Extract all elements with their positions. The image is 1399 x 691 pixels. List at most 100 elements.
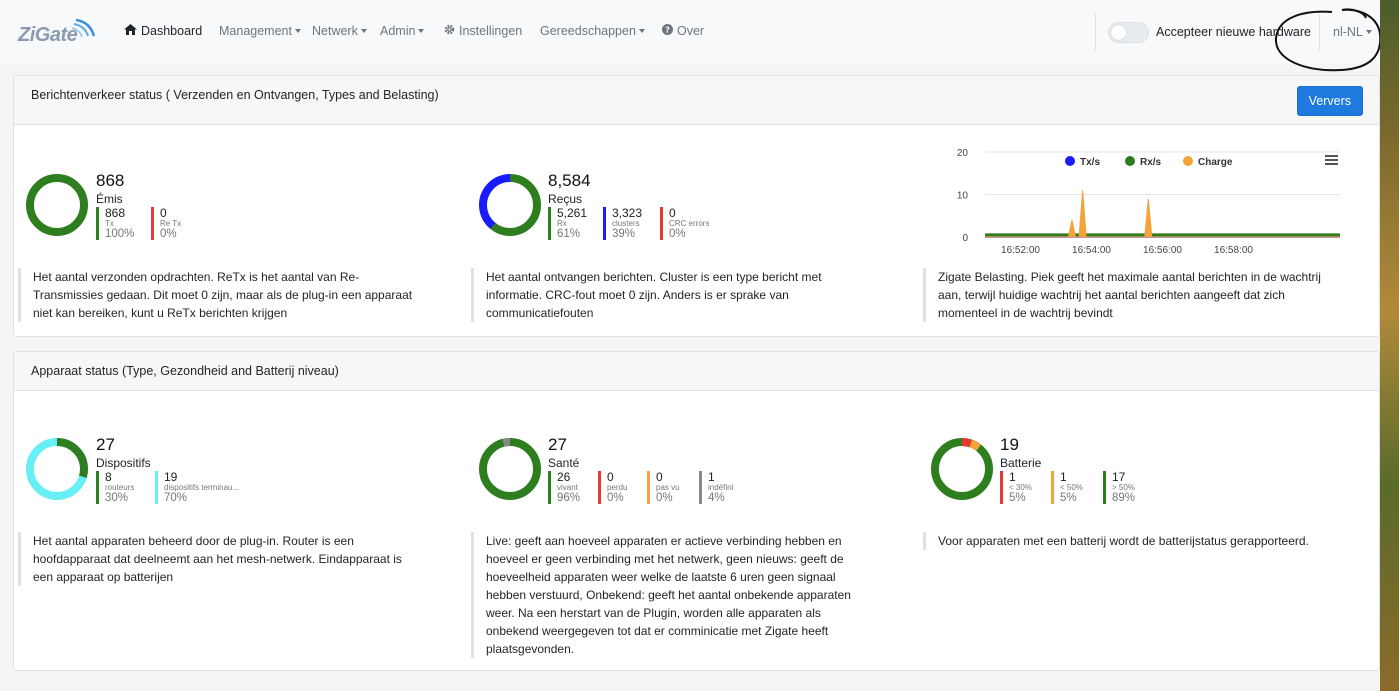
- recus-clusters-stat: 3,323 clusters 39%: [603, 207, 642, 240]
- chart-grid: [985, 151, 1340, 238]
- recus-donut-clusters-segment: [478, 174, 541, 236]
- batterie-donut: [931, 438, 993, 500]
- sante-alive-stat: 26 vivant 96%: [548, 471, 580, 504]
- legend-label: Charge: [1198, 157, 1233, 168]
- legend-label: Tx/s: [1080, 157, 1100, 168]
- toggle-knob: [1111, 25, 1126, 40]
- nav-instellingen[interactable]: Instellingen: [444, 24, 522, 38]
- chart-y-ticks: 20 10 0: [957, 148, 969, 244]
- lost-value: 0: [607, 470, 614, 484]
- recus-rx-label: Rx: [557, 219, 567, 228]
- load-description: Zigate Belasting. Piek geeft het maximal…: [923, 268, 1323, 322]
- nav-gereedschappen[interactable]: Gereedschappen: [540, 24, 645, 38]
- emis-retx-stat: 0 Re Tx 0%: [151, 207, 181, 240]
- traffic-card-title: Berichtenverkeer status ( Verzenden en O…: [31, 88, 439, 102]
- hand-drawn-circle-annotation: [1274, 8, 1382, 72]
- sante-total: 27: [548, 435, 567, 454]
- end-devices-pct: 70%: [164, 492, 188, 504]
- chart-menu-icon[interactable]: [1325, 155, 1338, 165]
- dispositifs-donut-router-segment: [26, 438, 88, 500]
- chart-x-tick-label: 16:52:00: [1001, 245, 1040, 256]
- not-seen-label: pas vu: [656, 483, 680, 492]
- emis-donut: [26, 174, 88, 236]
- nav-admin[interactable]: Admin: [380, 24, 424, 38]
- dispositifs-title: Dispositifs: [96, 456, 151, 470]
- sante-not-seen-stat: 0 pas vu 0%: [647, 471, 680, 504]
- nav-divider: [1095, 14, 1096, 50]
- emis-description: Het aantal verzonden opdrachten. ReTx is…: [18, 268, 428, 322]
- refresh-button[interactable]: Ververs: [1296, 86, 1363, 116]
- nav-dashboard-label: Dashboard: [141, 24, 203, 38]
- nav-dashboard[interactable]: Dashboard: [124, 24, 202, 38]
- battery-high-label: > 50%: [1112, 483, 1135, 492]
- batterie-donut-mid-segment: [931, 438, 993, 500]
- battery-low-stat: 1 < 30% 5%: [1000, 471, 1032, 504]
- battery-high-pct: 89%: [1112, 492, 1136, 504]
- home-icon: [124, 24, 137, 38]
- batterie-description: Voor apparaten met een batterij wordt de…: [923, 532, 1343, 550]
- language-label: nl-NL: [1333, 25, 1363, 39]
- chart-y-tick-label: 10: [957, 191, 969, 202]
- battery-mid-label: < 50%: [1060, 483, 1083, 492]
- alive-value: 26: [557, 470, 571, 484]
- chart-legend-item[interactable]: Tx/s: [1065, 156, 1100, 168]
- undefined-value: 1: [708, 470, 715, 484]
- sante-description: Live: geeft aan hoeveel apparaten er act…: [471, 532, 871, 658]
- batterie-donut-high-segment: [931, 438, 993, 500]
- emis-retx-label: Re Tx: [160, 219, 182, 228]
- dispositifs-routers-stat: 8 routeurs 30%: [96, 471, 134, 504]
- nav-netwerk[interactable]: Netwerk: [312, 24, 367, 38]
- recus-rx-value: 5,261: [557, 206, 588, 220]
- not-seen-value: 0: [656, 470, 663, 484]
- end-devices-label: dispositifs terminau...: [164, 483, 240, 492]
- nav-management[interactable]: Management: [219, 24, 301, 38]
- recus-total: 8,584: [548, 171, 591, 190]
- legend-marker: [1125, 156, 1135, 166]
- zigate-logo[interactable]: ZiGate: [18, 14, 100, 48]
- batterie-total: 19: [1000, 435, 1019, 454]
- nav-management-label: Management: [219, 24, 292, 38]
- recus-clusters-value: 3,323: [612, 206, 643, 220]
- sante-donut: [479, 438, 541, 500]
- battery-low-label: < 30%: [1009, 483, 1032, 492]
- chart-x-tick-label: 16:56:00: [1143, 245, 1182, 256]
- nav-gereedschappen-label: Gereedschappen: [540, 24, 636, 38]
- device-status-card: Apparaat status (Type, Gezondheid and Ba…: [13, 351, 1380, 671]
- recus-clusters-label: clusters: [612, 219, 640, 228]
- sante-undefined-stat: 1 indéfini 4%: [699, 471, 733, 504]
- chart-series-charge: [985, 190, 1340, 238]
- accept-hardware-toggle[interactable]: [1108, 22, 1149, 43]
- recus-crc-stat: 0 CRC errors 0%: [660, 207, 709, 240]
- routers-pct: 30%: [105, 492, 129, 504]
- recus-donut: [478, 174, 541, 236]
- battery-mid-pct: 5%: [1060, 492, 1077, 504]
- end-devices-value: 19: [164, 470, 178, 484]
- question-circle-icon: ?: [662, 24, 673, 38]
- sante-donut-alive-segment: [479, 438, 541, 500]
- emis-retx-pct: 0%: [160, 228, 177, 240]
- chart-legend-item[interactable]: Rx/s: [1125, 156, 1162, 168]
- traffic-status-card: Berichtenverkeer status ( Verzenden en O…: [13, 75, 1380, 337]
- dispositifs-donut: [26, 438, 88, 500]
- svg-text:?: ?: [665, 25, 670, 35]
- alive-label: vivant: [557, 483, 578, 492]
- nav-over[interactable]: ? Over: [662, 24, 704, 38]
- batterie-title: Batterie: [1000, 456, 1042, 470]
- lost-pct: 0%: [607, 492, 624, 504]
- chart-legend-item[interactable]: Charge: [1183, 156, 1233, 168]
- chart-x-tick-label: 16:54:00: [1072, 245, 1111, 256]
- battery-high-stat: 17 > 50% 89%: [1103, 471, 1135, 504]
- batterie-donut-low-segment: [931, 438, 993, 500]
- logo-text: ZiGate: [18, 24, 78, 46]
- battery-mid-value: 1: [1060, 470, 1067, 484]
- emis-title: Émis: [96, 192, 123, 206]
- recus-title: Reçus: [548, 192, 583, 206]
- chart-x-tick-label: 16:58:00: [1214, 245, 1253, 256]
- emis-donut-tx-segment: [26, 174, 88, 236]
- recus-description: Het aantal ontvangen berichten. Cluster …: [471, 268, 871, 322]
- sante-lost-stat: 0 perdu 0%: [598, 471, 627, 504]
- logo-wave-icon: [71, 18, 96, 38]
- legend-marker: [1183, 156, 1193, 166]
- language-dropdown[interactable]: nl-NL: [1333, 25, 1372, 39]
